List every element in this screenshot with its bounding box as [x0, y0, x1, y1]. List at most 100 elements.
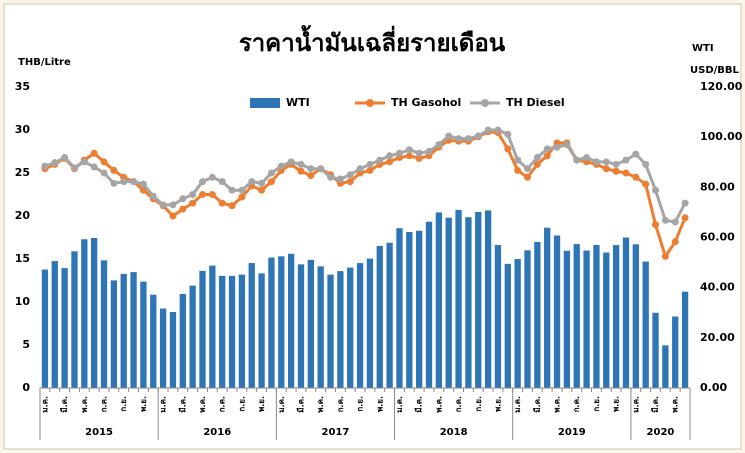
bar — [130, 272, 137, 388]
bar — [287, 253, 295, 388]
legend-label: WTI — [286, 96, 310, 109]
year-label: 2017 — [322, 427, 350, 438]
line-point — [553, 143, 561, 151]
x-tick-label: มี.ค. — [59, 396, 69, 413]
bar — [563, 250, 571, 388]
line-point — [110, 166, 118, 174]
line-point — [307, 165, 315, 173]
line-point — [258, 186, 266, 194]
line-point — [622, 169, 630, 177]
bar — [238, 274, 246, 388]
bar — [652, 312, 659, 388]
line-point — [80, 158, 88, 166]
line-point — [592, 158, 600, 166]
bar — [179, 293, 186, 388]
line-point — [612, 167, 620, 175]
y-tick-label: 10 — [15, 295, 31, 308]
line-point — [642, 180, 650, 188]
line-point — [533, 160, 541, 168]
bar — [297, 264, 305, 388]
bar — [159, 308, 167, 388]
bar — [347, 267, 354, 388]
line-point — [484, 126, 492, 134]
bar — [672, 316, 679, 388]
line-point — [110, 179, 118, 187]
line-point — [563, 141, 571, 149]
bar — [307, 259, 314, 388]
line-point — [445, 132, 453, 140]
x-tick-label: ก.ค. — [218, 396, 227, 412]
y2-tick-label: 80.00 — [700, 180, 735, 193]
x-tick-label: ก.ย. — [237, 396, 246, 412]
x-tick-label: มี.ค. — [650, 396, 660, 413]
x-tick-label: ม.ค. — [513, 396, 522, 413]
y2-axis-unit: USD/BBL — [690, 65, 740, 76]
line-point — [386, 152, 394, 160]
line-point — [661, 252, 669, 260]
bar — [445, 217, 452, 388]
line-point — [632, 173, 640, 181]
line-point — [100, 158, 108, 166]
bar — [425, 221, 433, 388]
line-point — [376, 156, 384, 164]
line-point — [179, 205, 187, 213]
line-point — [327, 173, 335, 181]
bar — [553, 235, 561, 388]
bar — [81, 239, 88, 388]
bar — [416, 230, 423, 388]
line-point — [199, 191, 206, 198]
line-point — [179, 195, 187, 203]
line-point — [130, 178, 138, 186]
line-point — [267, 178, 275, 186]
line-point — [583, 154, 591, 162]
y2-tick-label: 60.00 — [700, 231, 735, 244]
line-point — [218, 178, 226, 186]
line-point — [248, 178, 256, 186]
y-axis-label: THB/Litre — [18, 57, 71, 68]
x-tick-label: พ.ค. — [198, 396, 207, 413]
bar — [593, 245, 600, 388]
line-point — [238, 186, 246, 194]
x-tick-label: ก.ย. — [474, 396, 483, 412]
line-point — [632, 150, 640, 158]
x-tick-label: ม.ค. — [159, 396, 168, 413]
line-point — [386, 158, 394, 166]
y-tick-label: 30 — [15, 123, 31, 136]
line-point — [464, 135, 472, 143]
bar — [71, 251, 78, 388]
bar — [61, 268, 68, 388]
line-point — [218, 199, 226, 207]
line-point — [612, 160, 620, 168]
line-point — [405, 146, 413, 154]
bar — [622, 237, 630, 388]
x-tick-label: มี.ค. — [177, 396, 187, 413]
line-point — [642, 160, 650, 168]
line-point — [494, 126, 502, 134]
bar — [51, 261, 58, 388]
line-point — [169, 212, 177, 220]
line-point — [543, 152, 551, 160]
bar — [209, 265, 216, 388]
y2-tick-label: 40.00 — [700, 281, 735, 294]
line-point — [258, 179, 266, 187]
line-point — [681, 199, 689, 207]
line-point — [573, 156, 581, 164]
bar — [317, 266, 324, 388]
line-point — [297, 160, 305, 168]
line-point — [602, 165, 610, 173]
bar — [189, 285, 196, 388]
y2-tick-label: 0.00 — [700, 381, 727, 394]
bar — [603, 252, 610, 388]
line-point — [681, 214, 689, 222]
line-point — [346, 171, 354, 179]
bar — [544, 227, 551, 388]
y2-axis-label: WTI — [692, 43, 714, 54]
line-point — [514, 166, 522, 174]
bar — [219, 275, 226, 388]
bar — [41, 269, 49, 388]
line-point — [149, 192, 157, 200]
x-tick-label: ก.ย. — [356, 396, 365, 412]
bar — [228, 275, 236, 388]
line-point — [514, 156, 522, 164]
bar — [642, 261, 649, 388]
